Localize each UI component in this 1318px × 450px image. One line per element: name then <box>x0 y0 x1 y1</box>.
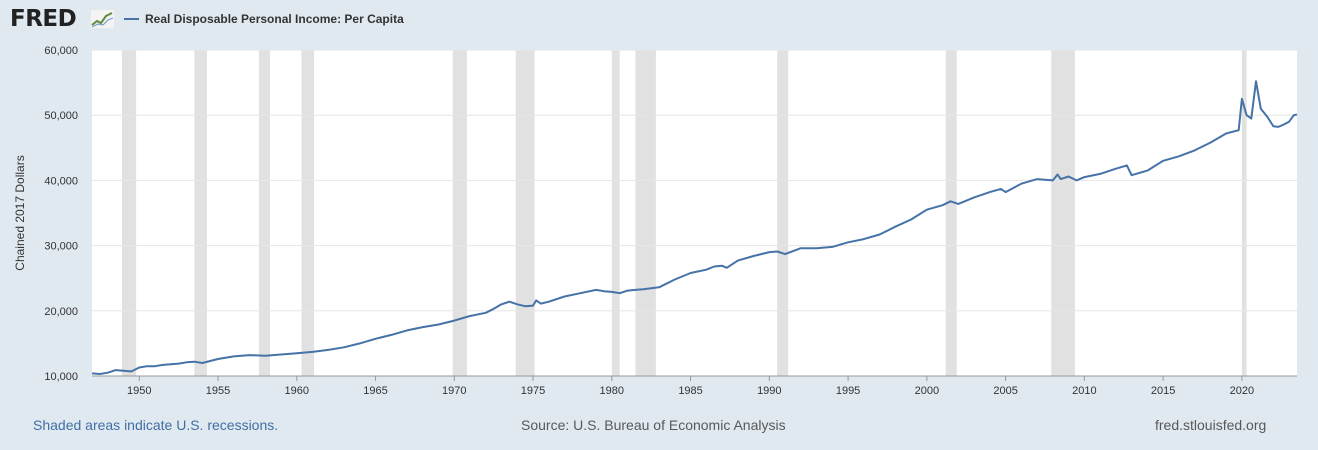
x-tick-label: 1975 <box>521 385 545 397</box>
series-line <box>91 80 1298 375</box>
recession-band <box>635 50 656 376</box>
y-tick-label: 20,000 <box>44 306 78 318</box>
recession-band <box>945 50 957 376</box>
plot-area <box>92 50 1297 376</box>
recession-band <box>258 50 270 376</box>
recession-band <box>1051 50 1075 376</box>
y-axis-label: Chained 2017 Dollars <box>13 155 27 270</box>
y-tick-label: 50,000 <box>44 110 78 122</box>
recession-band <box>1241 50 1247 376</box>
chart-legend: Real Disposable Personal Income: Per Cap… <box>124 12 404 26</box>
x-tick-label: 2010 <box>1072 385 1096 397</box>
source-note: Source: U.S. Bureau of Economic Analysis <box>521 417 786 433</box>
site-link[interactable]: fred.stlouisfed.org <box>1155 417 1267 433</box>
legend-label: Real Disposable Personal Income: Per Cap… <box>145 12 404 26</box>
y-tick-label: 40,000 <box>44 175 78 187</box>
recession-note: Shaded areas indicate U.S. recessions. <box>33 417 279 433</box>
x-tick-label: 1950 <box>127 385 151 397</box>
y-axis: 10,000 20,000 30,000 40,000 50,000 60,000 <box>44 45 78 383</box>
y-tick-label: 30,000 <box>44 241 78 253</box>
fred-logo[interactable]: FRED <box>10 6 77 32</box>
x-tick-label: 1995 <box>836 385 860 397</box>
x-tick-label: 1955 <box>206 385 230 397</box>
recession-band <box>611 50 620 376</box>
recession-band <box>515 50 535 376</box>
x-tick-label: 2005 <box>993 385 1017 397</box>
recession-bands <box>121 50 1247 376</box>
recession-band <box>452 50 467 376</box>
x-tick-label: 1970 <box>442 385 466 397</box>
legend-swatch <box>124 18 139 20</box>
recession-band <box>121 50 137 376</box>
recession-band <box>301 50 315 376</box>
recession-band <box>777 50 789 376</box>
x-tick-label: 2020 <box>1230 385 1254 397</box>
x-tick-label: 1980 <box>600 385 624 397</box>
x-tick-label: 1965 <box>363 385 387 397</box>
x-axis: 1950 1955 1960 1965 1970 1975 1980 1985 1990 1995… <box>92 375 1297 397</box>
recession-band <box>194 50 207 376</box>
chart-line-icon <box>90 9 115 29</box>
x-tick-label: 1960 <box>285 385 309 397</box>
x-tick-label: 2000 <box>915 385 939 397</box>
line-chart: 10,000 20,000 30,000 40,000 50,000 60,000 195… <box>13 45 1298 397</box>
y-tick-label: 10,000 <box>44 371 78 383</box>
x-tick-label: 1985 <box>678 385 702 397</box>
y-tick-label: 60,000 <box>44 45 78 57</box>
x-tick-label: 1990 <box>757 385 781 397</box>
x-tick-label: 2015 <box>1151 385 1175 397</box>
